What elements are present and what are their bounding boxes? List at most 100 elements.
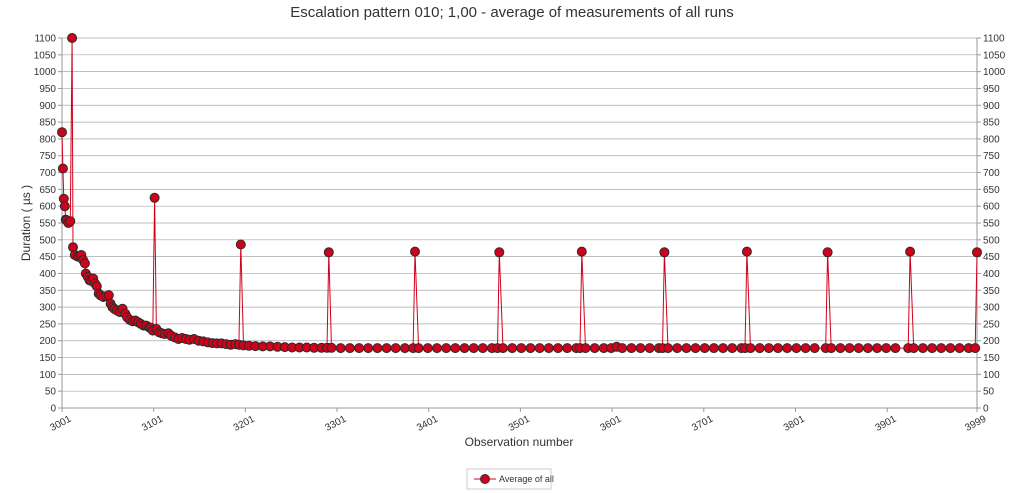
data-point[interactable] bbox=[354, 343, 365, 354]
data-point[interactable] bbox=[826, 343, 837, 354]
data-point[interactable] bbox=[344, 343, 355, 354]
data-point[interactable] bbox=[576, 246, 587, 257]
data-point[interactable] bbox=[809, 343, 820, 354]
data-point[interactable] bbox=[927, 343, 938, 354]
data-point[interactable] bbox=[690, 343, 701, 354]
y-tick-label-left: 500 bbox=[39, 235, 56, 246]
y-tick-label-right: 550 bbox=[983, 219, 1000, 230]
y-tick-label-left: 800 bbox=[39, 134, 56, 145]
data-point[interactable] bbox=[410, 246, 420, 257]
data-point[interactable] bbox=[459, 343, 470, 354]
data-point[interactable] bbox=[945, 343, 956, 354]
data-point[interactable] bbox=[413, 343, 424, 354]
data-point[interactable] bbox=[422, 343, 433, 354]
data-point[interactable] bbox=[580, 343, 591, 354]
data-point[interactable] bbox=[773, 343, 783, 354]
data-point[interactable] bbox=[516, 343, 527, 354]
data-point[interactable] bbox=[617, 343, 628, 354]
data-point[interactable] bbox=[708, 343, 719, 354]
data-point[interactable] bbox=[235, 239, 246, 250]
data-point[interactable] bbox=[450, 343, 461, 354]
data-point[interactable] bbox=[432, 343, 442, 354]
data-point[interactable] bbox=[844, 343, 855, 354]
data-point[interactable] bbox=[335, 343, 346, 354]
data-point[interactable] bbox=[835, 343, 846, 354]
data-point[interactable] bbox=[970, 343, 981, 354]
data-point[interactable] bbox=[390, 343, 401, 354]
data-point[interactable] bbox=[103, 290, 114, 301]
x-tick-label: 3501 bbox=[507, 414, 532, 434]
data-point[interactable] bbox=[589, 343, 600, 354]
data-point[interactable] bbox=[800, 343, 811, 354]
data-point[interactable] bbox=[57, 127, 67, 138]
y-tick-label-left: 250 bbox=[39, 319, 56, 330]
data-point[interactable] bbox=[59, 201, 70, 212]
data-point[interactable] bbox=[881, 343, 892, 354]
data-point[interactable] bbox=[954, 343, 965, 354]
data-point[interactable] bbox=[741, 246, 752, 257]
data-point[interactable] bbox=[441, 343, 452, 354]
data-point[interactable] bbox=[791, 343, 802, 354]
data-point[interactable] bbox=[822, 247, 833, 258]
data-point[interactable] bbox=[326, 342, 337, 353]
y-tick-label-right: 500 bbox=[983, 235, 1000, 246]
y-tick-label-right: 850 bbox=[983, 118, 1000, 129]
data-point[interactable] bbox=[905, 246, 916, 257]
data-point[interactable] bbox=[79, 258, 90, 269]
x-tick-label: 3301 bbox=[323, 414, 348, 434]
data-point[interactable] bbox=[626, 343, 637, 354]
y-tick-label-right: 450 bbox=[983, 252, 1000, 263]
data-point[interactable] bbox=[672, 343, 683, 354]
data-point[interactable] bbox=[936, 343, 947, 354]
data-point[interactable] bbox=[399, 343, 410, 354]
data-point[interactable] bbox=[323, 247, 334, 258]
data-point[interactable] bbox=[644, 343, 655, 354]
data-point[interactable] bbox=[681, 343, 692, 354]
data-point[interactable] bbox=[67, 33, 78, 43]
data-point[interactable] bbox=[718, 343, 728, 354]
y-tick-label-right: 300 bbox=[983, 303, 1000, 314]
data-point[interactable] bbox=[149, 192, 160, 203]
data-point[interactable] bbox=[917, 343, 928, 354]
data-point[interactable] bbox=[972, 247, 982, 258]
y-tick-label-right: 1100 bbox=[983, 34, 1005, 45]
x-tick-label: 3701 bbox=[690, 414, 715, 434]
data-point[interactable] bbox=[763, 343, 774, 354]
data-point[interactable] bbox=[65, 216, 76, 227]
data-point[interactable] bbox=[562, 343, 573, 354]
data-point[interactable] bbox=[57, 163, 68, 174]
data-point[interactable] bbox=[494, 247, 505, 258]
data-point[interactable] bbox=[635, 343, 646, 354]
data-point[interactable] bbox=[468, 343, 479, 354]
data-point[interactable] bbox=[553, 343, 563, 354]
y-axis-left-ticks: 0 50 100 150 200 250 300 350 400 450 500 550 600 650 7… bbox=[34, 34, 62, 415]
legend-marker-swatch bbox=[480, 474, 490, 484]
data-point[interactable] bbox=[381, 343, 392, 354]
x-axis-ticks: 3001 3101 3201 3301 3401 3501 3601 3701 3801 3901… bbox=[48, 408, 989, 434]
data-point[interactable] bbox=[543, 343, 554, 354]
data-point[interactable] bbox=[363, 343, 374, 354]
data-point[interactable] bbox=[507, 343, 518, 354]
data-point[interactable] bbox=[872, 343, 883, 354]
legend[interactable]: Average of all bbox=[466, 468, 554, 490]
data-point[interactable] bbox=[534, 343, 545, 354]
x-tick-label: 3601 bbox=[599, 414, 624, 434]
data-point[interactable] bbox=[853, 343, 864, 354]
data-point[interactable] bbox=[890, 343, 901, 354]
data-point[interactable] bbox=[727, 343, 738, 354]
data-point[interactable] bbox=[699, 343, 710, 354]
x-tick-label: 3901 bbox=[874, 414, 899, 434]
data-point[interactable] bbox=[754, 343, 765, 354]
data-point[interactable] bbox=[498, 343, 508, 354]
data-point[interactable] bbox=[477, 343, 488, 354]
data-point[interactable] bbox=[862, 343, 873, 354]
data-point[interactable] bbox=[525, 343, 536, 354]
y-tick-label-right: 150 bbox=[983, 353, 1000, 364]
x-tick-label: 3201 bbox=[232, 414, 257, 434]
data-point[interactable] bbox=[782, 343, 793, 354]
data-point[interactable] bbox=[908, 343, 919, 354]
data-point[interactable] bbox=[663, 343, 673, 354]
data-point[interactable] bbox=[659, 247, 670, 258]
data-point[interactable] bbox=[372, 343, 383, 354]
data-point[interactable] bbox=[745, 343, 756, 354]
